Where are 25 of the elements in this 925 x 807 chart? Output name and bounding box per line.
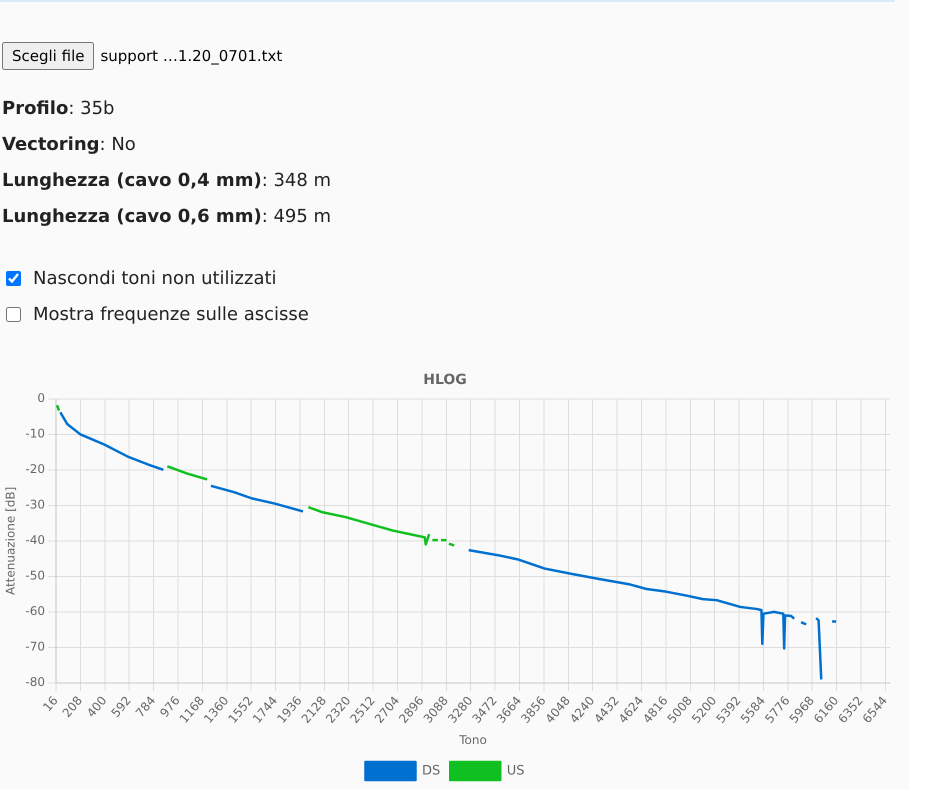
text: Lunghezza (cavo 0,6 mm): 495 m [2,206,332,229]
chart-title: HLOG [423,372,467,388]
y-axis-title: Attenuazione [dB] [3,486,18,596]
y-tick-label: -80 [25,675,45,690]
legend-label: DS [422,763,440,778]
x-axis-title: Tono [458,732,487,747]
x-tick-label: 400 [84,694,110,720]
x-tick-label: 16 [40,694,61,714]
y-tick-label: -60 [25,604,45,618]
text: Mostra frequenze sulle ascisse [33,304,309,324]
text: Profilo: 35b [2,98,116,121]
text: Vectoring: No [2,134,137,157]
text: support …1.20_0701.txt [100,47,282,65]
text: Lunghezza (cavo 0,4 mm): 348 m [2,170,332,193]
legend-label: US [506,763,525,778]
text: Scegli file [2,42,94,70]
y-tick-label: -70 [25,640,45,654]
text: Nascondi toni non utilizzati [33,268,277,288]
y-tick-label: -50 [25,568,45,583]
y-tick-label: -20 [25,462,45,476]
y-tick-label: -10 [25,426,45,440]
y-tick-label: -40 [25,533,45,547]
y-tick-label: -30 [25,497,45,512]
x-tick-label: 784 [132,694,158,720]
y-tick-label: 0 [37,390,45,405]
